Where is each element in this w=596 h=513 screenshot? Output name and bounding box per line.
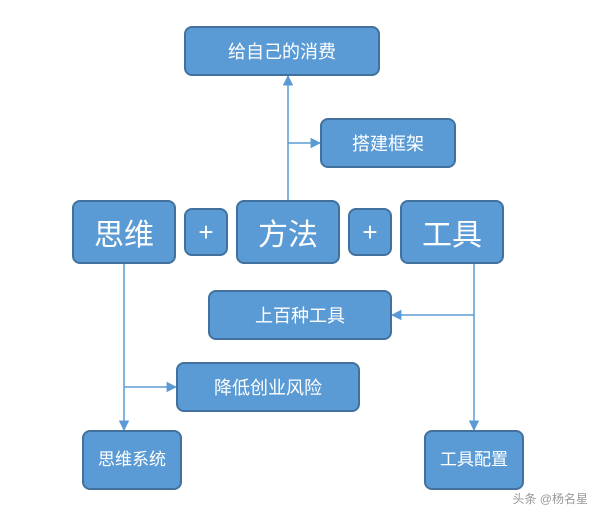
node-tool: 工具	[400, 200, 504, 264]
node-consumption: 给自己的消费	[184, 26, 380, 76]
node-tool_cfg: 工具配置	[424, 430, 524, 490]
node-risk: 降低创业风险	[176, 362, 360, 412]
watermark: 头条 @杨名星	[512, 490, 588, 507]
node-thinking: 思维	[72, 200, 176, 264]
node-hundreds: 上百种工具	[208, 290, 392, 340]
node-plus2: +	[348, 208, 392, 256]
node-think_sys: 思维系统	[82, 430, 182, 490]
node-plus1: +	[184, 208, 228, 256]
node-framework: 搭建框架	[320, 118, 456, 168]
node-method: 方法	[236, 200, 340, 264]
